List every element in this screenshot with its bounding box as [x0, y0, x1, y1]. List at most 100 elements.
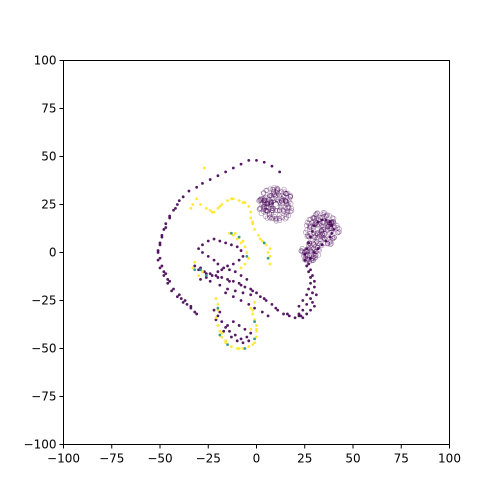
cluster-point [257, 197, 263, 203]
data-point [324, 239, 328, 243]
cluster-point [328, 239, 334, 245]
cluster-point [262, 195, 268, 201]
cluster-point [299, 246, 305, 252]
cluster-point [334, 222, 340, 228]
cluster-point [268, 198, 274, 204]
data-point [313, 251, 316, 254]
data-point [247, 158, 251, 162]
cluster-point [257, 205, 263, 211]
cluster-point [270, 206, 276, 212]
data-point [276, 308, 280, 312]
data-point [253, 228, 256, 231]
cluster-point [286, 205, 292, 211]
data-point [231, 197, 235, 201]
data-point [249, 331, 253, 335]
data-point [239, 283, 243, 287]
cluster-point [258, 201, 264, 207]
cluster-point [281, 196, 287, 202]
data-point [158, 266, 162, 270]
cluster-point [322, 231, 328, 237]
y-axis: −100 −75 −50 −25 0 25 50 75 100 [24, 54, 64, 452]
cluster-point [277, 205, 283, 211]
cluster-point [304, 232, 310, 238]
data-point [216, 174, 220, 178]
data-point [314, 293, 318, 297]
y-tick-label: 75 [41, 102, 56, 116]
cluster-point [280, 215, 286, 221]
data-point [245, 251, 249, 254]
cluster-point [314, 230, 320, 236]
cluster-point [274, 215, 280, 221]
cluster-point [306, 220, 312, 226]
cluster-point [308, 224, 314, 230]
data-point [174, 206, 177, 210]
data-point [260, 239, 264, 243]
cluster-point [306, 240, 312, 246]
data-point [311, 291, 314, 295]
cluster-point [304, 246, 310, 252]
cluster-point [257, 197, 263, 203]
cluster-point [318, 228, 324, 234]
data-point [237, 258, 241, 262]
data-point [224, 241, 228, 245]
cluster-point [316, 246, 322, 252]
data-point [220, 268, 224, 272]
cluster-point [271, 185, 277, 191]
cluster-point [289, 205, 295, 211]
cluster-point [282, 216, 288, 222]
data-point [222, 266, 226, 270]
data-point [231, 295, 235, 299]
cluster-point [272, 193, 278, 199]
cluster-point [261, 206, 267, 212]
data-point [249, 216, 253, 220]
data-point [226, 287, 229, 291]
data-point [162, 270, 166, 274]
data-point [224, 339, 228, 343]
cluster-point [257, 206, 263, 212]
cluster-point [317, 221, 323, 227]
cluster-point [281, 208, 287, 214]
data-point [249, 327, 253, 331]
data-point [330, 224, 334, 228]
cluster-point [324, 227, 330, 233]
data-point [241, 341, 245, 345]
cluster-point [306, 240, 312, 246]
y-tick-label: 100 [34, 54, 57, 68]
data-point [226, 324, 229, 327]
cluster-point [286, 199, 292, 205]
data-point [255, 324, 258, 327]
cluster-point [271, 186, 277, 192]
x-tick-label: 0 [253, 452, 261, 466]
data-point [249, 293, 253, 297]
data-point [177, 199, 181, 203]
cluster-point [307, 223, 313, 229]
y-tick-label: 25 [41, 198, 56, 212]
cluster-point [261, 197, 267, 203]
cluster-point [284, 211, 290, 217]
cluster-point [277, 193, 283, 199]
cluster-point [322, 226, 328, 232]
data-point [195, 312, 199, 316]
cluster-point [267, 215, 273, 221]
data-point [189, 206, 193, 210]
data-point [293, 316, 297, 320]
data-point [253, 306, 256, 310]
cluster-point [266, 200, 272, 206]
cluster-point [281, 186, 287, 192]
cluster-point [259, 197, 265, 203]
data-point [216, 206, 220, 210]
cluster-point [320, 237, 326, 243]
cluster-point [311, 245, 317, 251]
cluster-point [264, 204, 270, 210]
data-point [239, 299, 243, 302]
cluster-point [325, 224, 331, 230]
data-point [158, 256, 162, 260]
data-point [320, 243, 324, 247]
cluster-point [264, 215, 270, 221]
data-point [197, 247, 201, 251]
x-tick-label: 50 [345, 452, 360, 466]
cluster-point [273, 208, 279, 214]
cluster-point [289, 208, 295, 214]
data-point [197, 274, 201, 277]
cluster-point [283, 201, 289, 207]
